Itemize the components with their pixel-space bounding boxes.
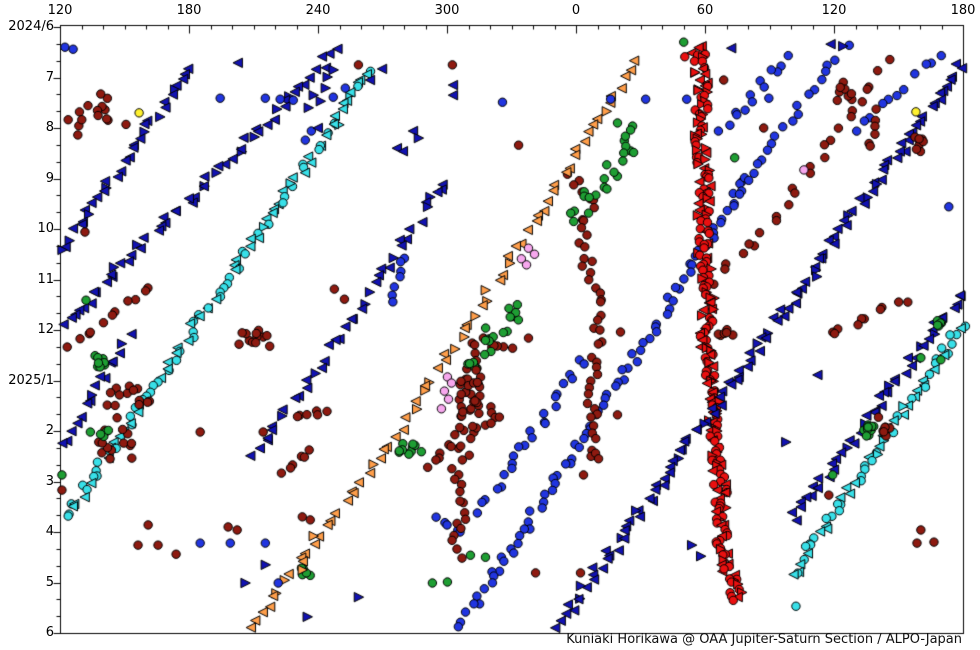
- attribution-text: Kuniaki Horikawa @ OAA Jupiter-Saturn Se…: [566, 632, 962, 647]
- y-axis-tick-label: 10: [37, 221, 54, 236]
- x-axis-tick-label: 300: [434, 3, 460, 18]
- y-axis-tick-label: 5: [45, 574, 54, 590]
- y-axis-tick-label: 4: [45, 524, 54, 539]
- x-axis-tick-label: 120: [821, 3, 847, 18]
- x-axis-tick-label: 0: [571, 3, 581, 18]
- x-axis-tick-label: 240: [305, 3, 331, 18]
- y-axis-tick-label: 9: [45, 170, 54, 186]
- y-axis-tick-label: 2025/1: [8, 372, 54, 388]
- x-axis-tick-label: 120: [47, 3, 73, 18]
- y-axis-tick-label: 12: [37, 322, 54, 337]
- x-axis-tick-label: 180: [950, 3, 976, 18]
- y-axis-tick-label: 8: [45, 120, 54, 135]
- y-axis-tick-label: 6: [45, 625, 54, 640]
- y-axis-tick-label: 2024/6: [8, 19, 54, 34]
- y-axis-tick-label: 3: [45, 473, 54, 489]
- y-axis-tick-label: 2: [45, 423, 54, 438]
- y-axis-tick-label: 7: [45, 69, 54, 85]
- y-axis-tick-label: 11: [37, 271, 54, 287]
- x-axis-tick-label: 180: [176, 3, 202, 18]
- x-axis-tick-label: 60: [696, 3, 714, 18]
